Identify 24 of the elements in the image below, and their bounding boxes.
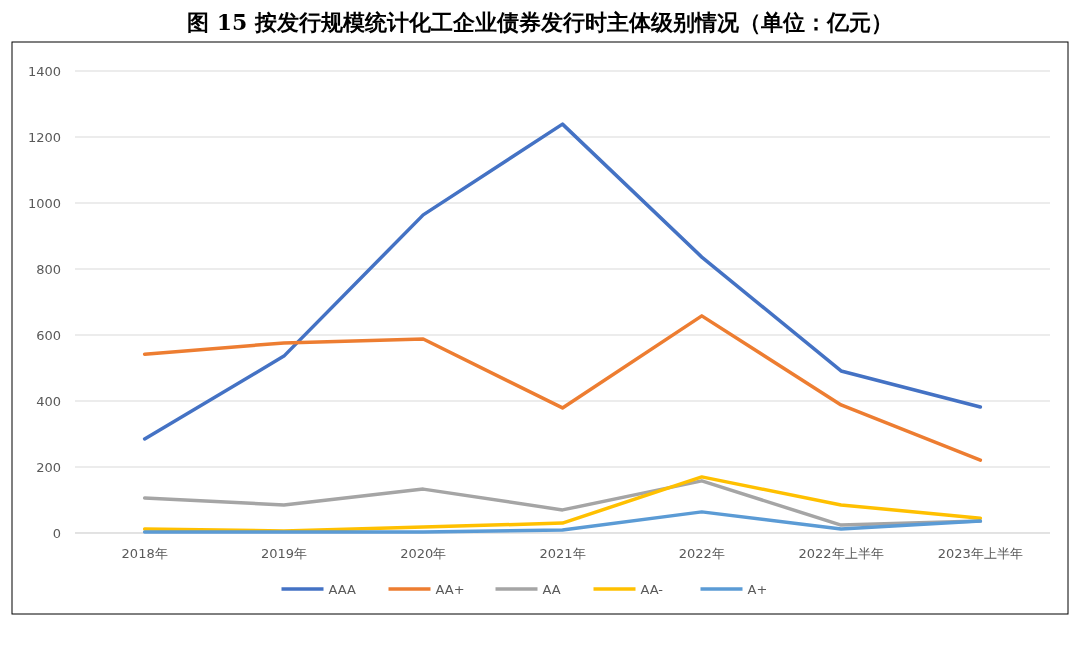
legend-label: A+ (747, 582, 768, 597)
y-tick-label: 200 (36, 460, 61, 475)
line-series (142, 510, 983, 534)
legend-label: AA (542, 582, 561, 597)
x-tick-label: 2021年 (539, 546, 586, 561)
y-tick-label: 1400 (27, 64, 61, 79)
legend-label: AA+ (435, 582, 465, 597)
x-tick-label: 2020年 (400, 546, 447, 561)
legend-label: AAA (328, 582, 357, 597)
x-tick-label: 2022年上半年 (798, 546, 884, 561)
x-tick-label: 2022年 (678, 546, 725, 561)
y-tick-label: 1000 (27, 196, 61, 211)
line-series (142, 122, 983, 441)
y-tick-label: 800 (36, 262, 61, 277)
x-tick-label: 2019年 (260, 546, 307, 561)
x-tick-label: 2023年上半年 (937, 546, 1023, 561)
y-tick-label: 400 (36, 394, 61, 409)
y-tick-label: 600 (36, 328, 61, 343)
legend-label: AA- (640, 582, 664, 597)
x-tick-label: 2018年 (121, 546, 168, 561)
line-series (142, 314, 983, 462)
y-tick-label: 1200 (27, 130, 61, 145)
chart-title: 图 15 按发行规模统计化工企业债券发行时主体级别情况（单位：亿元） (187, 9, 893, 35)
y-tick-label: 0 (52, 526, 61, 541)
